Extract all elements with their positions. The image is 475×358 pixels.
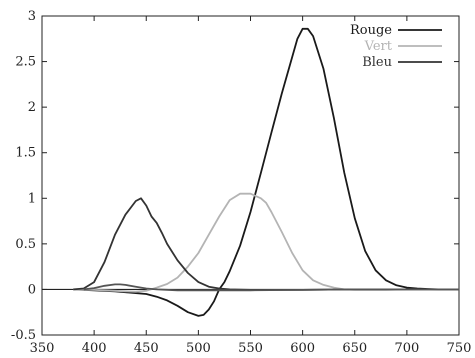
axes: 350 400 450 500 550 600 650 700 750 -0.5 0 0.5 1 1.5 2… [11, 9, 471, 356]
legend-label-vert: Vert [364, 39, 393, 54]
series-layer [73, 27, 459, 317]
y-tick-label: 2.5 [15, 55, 36, 70]
y-tick-label: -0.5 [11, 328, 36, 343]
y-tick-label: 0 [28, 282, 36, 297]
series-line-rouge [73, 27, 459, 317]
y-tick-label: 1.5 [15, 146, 36, 161]
series-line-vert [73, 192, 459, 293]
y-tick-label: 3 [28, 9, 36, 24]
x-tick-label: 600 [290, 341, 315, 356]
x-tick-label: 550 [238, 341, 263, 356]
x-tick-label: 700 [394, 341, 419, 356]
x-tick-label: 450 [134, 341, 159, 356]
y-tick-label: 1 [28, 191, 36, 206]
x-tick-label: 650 [342, 341, 367, 356]
series-line-secondary [83, 283, 459, 292]
legend-label-bleu: Bleu [362, 55, 392, 70]
legend-label-rouge: Rouge [350, 23, 392, 38]
x-tick-label: 400 [82, 341, 107, 356]
x-tick-label: 350 [30, 341, 55, 356]
series-line-bleu [73, 197, 459, 291]
x-tick-label: 500 [186, 341, 211, 356]
plot-frame [41, 15, 460, 336]
y-tick-label: 0.5 [15, 237, 36, 252]
y-tick-label: 2 [28, 100, 36, 115]
x-tick-label: 750 [447, 341, 472, 356]
